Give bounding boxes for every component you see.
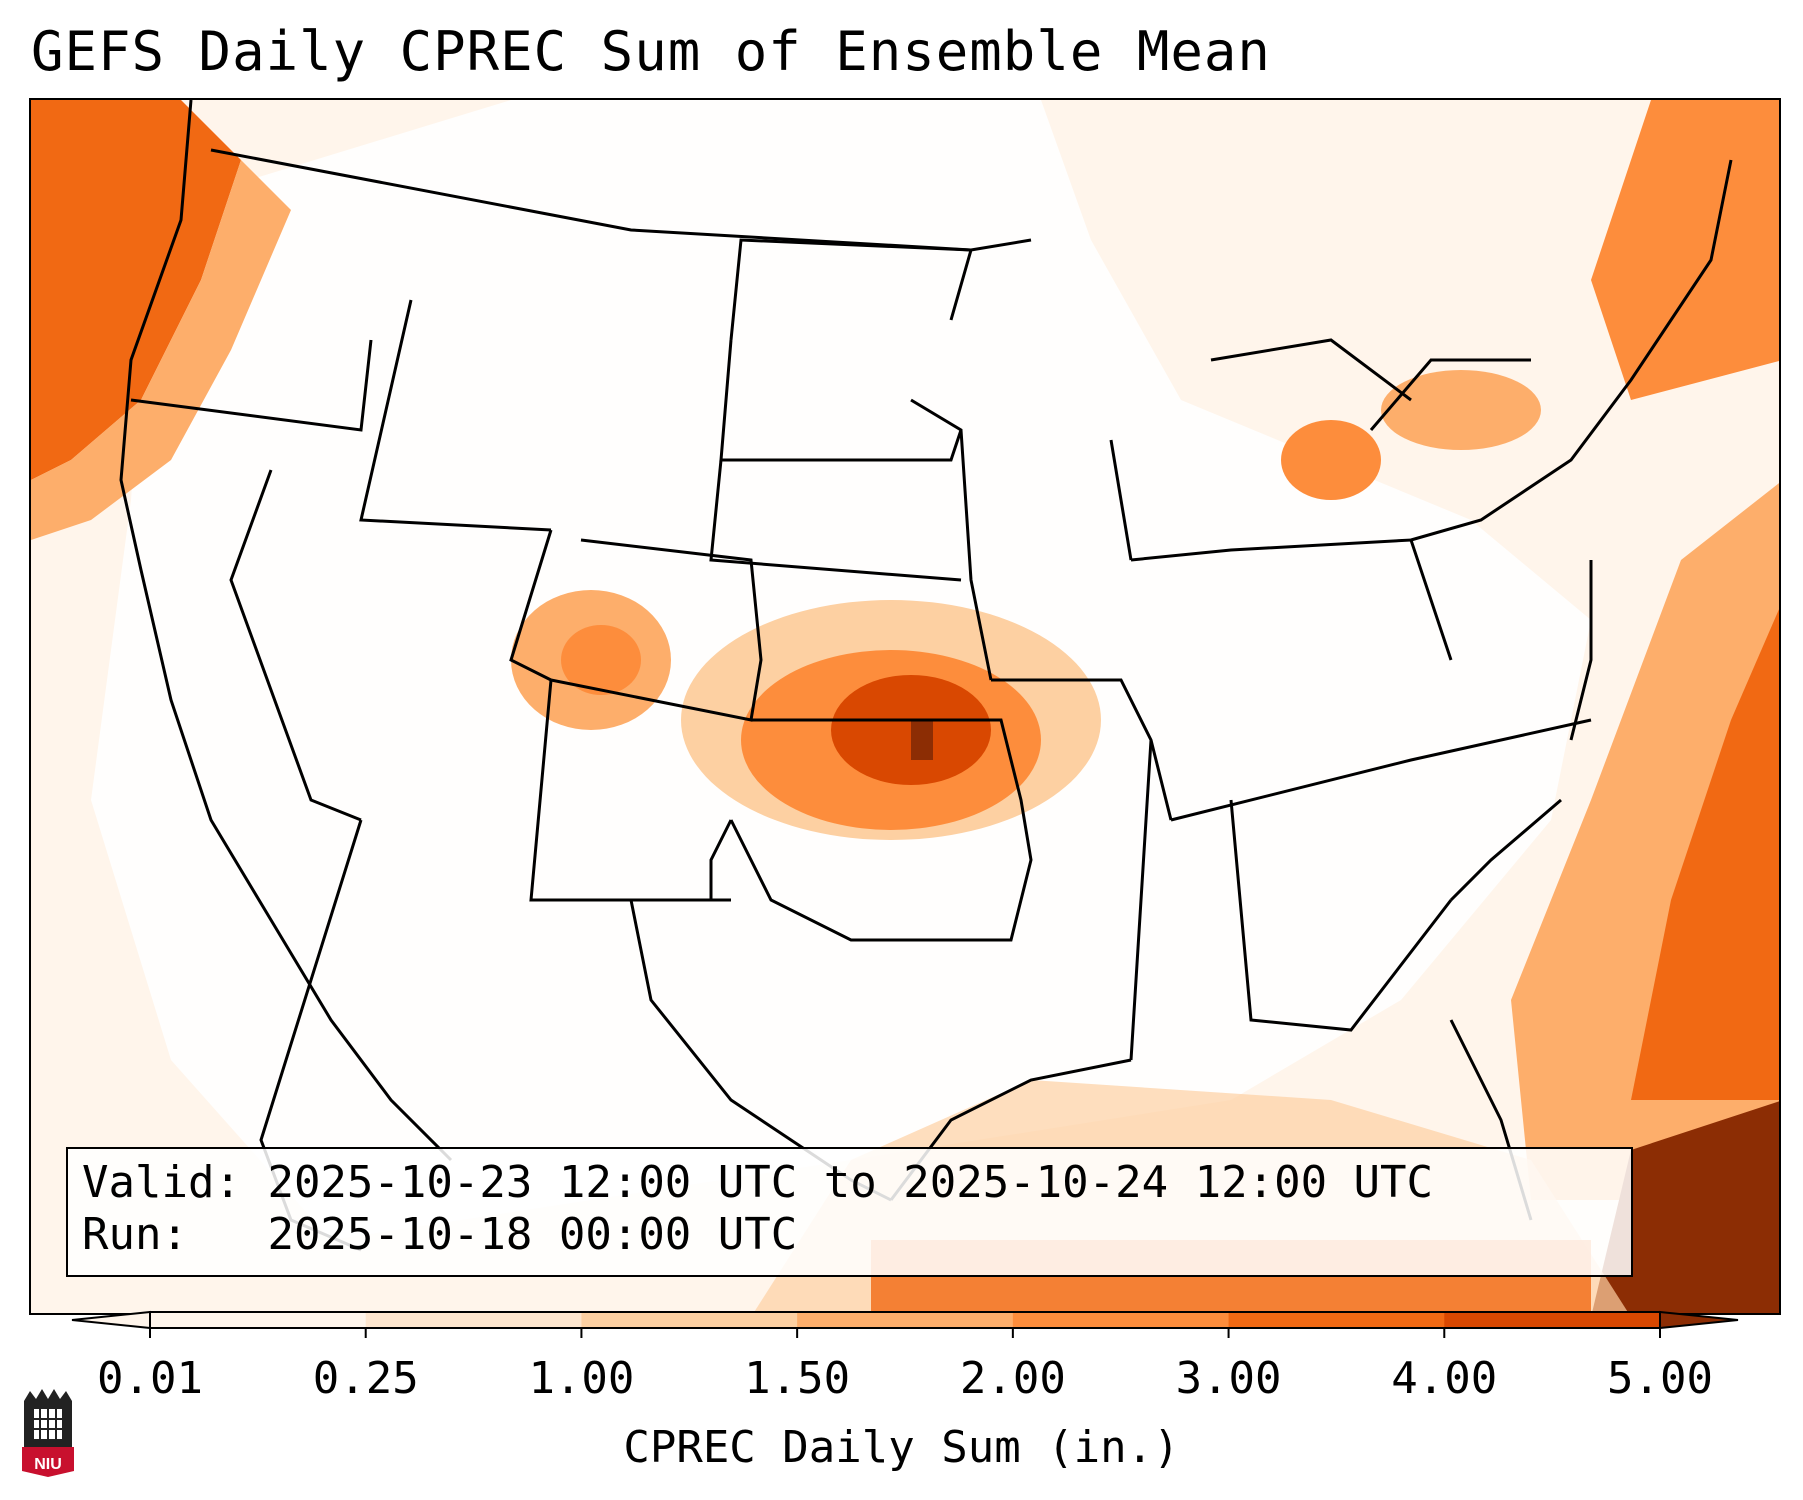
colorbar-outline [149,1311,1661,1329]
precip-caribbean [1591,1101,1779,1313]
precip-pacific-nw-edge [31,160,291,540]
precip-plains-max [911,720,933,760]
precipitation-map [29,98,1781,1315]
colorbar-tick-label: 3.00 [1175,1353,1282,1404]
colorbar-tick-label: 0.01 [97,1353,203,1404]
valid-line: Valid: 2025-10-23 12:00 UTC to 2025-10-2… [82,1157,1617,1209]
colorbar-segment [365,1312,582,1328]
colorbar-extend-high [1659,1310,1739,1330]
precip-ontario [1381,370,1541,450]
precip-atlantic-ne [1591,100,1779,400]
colorbar-extend-low [71,1310,151,1330]
precip-pacific-nw [31,100,241,480]
colorbar-segment [797,1312,1014,1328]
colorbar-ticks [149,1328,1661,1338]
colorbar-segment [1228,1312,1445,1328]
colorbar-segment [581,1312,798,1328]
valid-run-info-box: Valid: 2025-10-23 12:00 UTC to 2025-10-2… [66,1147,1633,1277]
colorbar-tick-label: 2.00 [959,1353,1066,1404]
precip-great-lakes [1281,420,1381,500]
colorbar-tick-label: 1.50 [744,1353,851,1404]
svg-text:NIU: NIU [34,1456,62,1473]
political-boundaries [119,100,1733,1252]
colorbar-tick-label: 0.25 [312,1353,419,1404]
precip-colorado-core [561,625,641,695]
valid-label: Valid: [82,1157,241,1208]
colorbar-segment [1012,1312,1230,1328]
run-value: 2025-10-18 00:00 UTC [267,1209,798,1260]
run-line: Run: 2025-10-18 00:00 UTC [82,1209,1617,1261]
niu-logo: NIU [22,1389,74,1477]
colorbar-tick-label: 4.00 [1391,1353,1498,1404]
run-label: Run: [82,1209,188,1260]
colorbar-segment [150,1312,367,1328]
map-title: GEFS Daily CPREC Sum of Ensemble Mean [31,20,1271,83]
precip-atlantic-mid [1631,609,1779,1100]
colorbar-tick-label: 1.00 [528,1353,635,1404]
valid-value: 2025-10-23 12:00 UTC to 2025-10-24 12:00… [267,1157,1434,1208]
map-canvas [31,100,1779,1313]
colorbar-segment [1444,1312,1661,1328]
colorbar-tick-label: 5.00 [1607,1353,1713,1404]
colorbar [71,1310,1739,1338]
colorbar-segments [71,1310,1739,1330]
colorbar-label: CPREC Daily Sum (in.) [623,1422,1180,1473]
